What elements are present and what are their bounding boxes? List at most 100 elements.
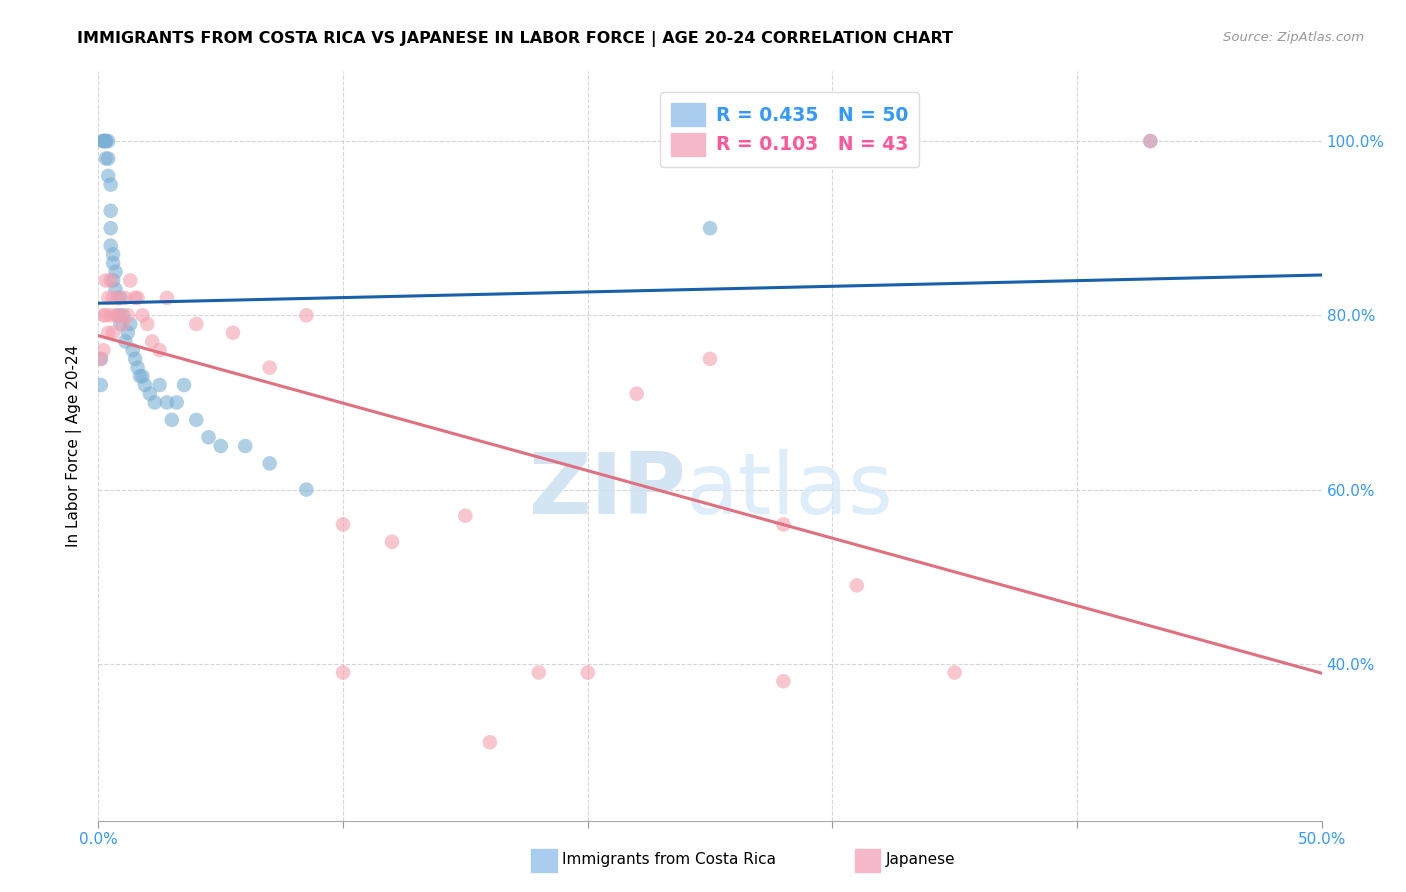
Point [186, 317, 208, 331]
Point [259, 360, 281, 375]
Point [90, 378, 112, 392]
Legend: R = 0.435   N = 50, R = 0.103   N = 43: R = 0.435 N = 50, R = 0.103 N = 43 [659, 92, 920, 167]
Text: atlas: atlas [686, 450, 894, 533]
Point [100, 308, 122, 322]
Point [91, 134, 114, 148]
Point [478, 735, 501, 749]
Point [121, 343, 143, 358]
Point [97, 152, 120, 166]
Point [166, 395, 188, 409]
Point [143, 395, 166, 409]
Point [149, 378, 172, 392]
Point [454, 508, 477, 523]
Point [107, 308, 129, 322]
Point [156, 291, 179, 305]
Point [101, 256, 124, 270]
Point [91, 134, 114, 148]
Point [139, 386, 162, 401]
Point [136, 317, 159, 331]
Point [101, 273, 124, 287]
Point [91, 308, 114, 322]
Point [101, 247, 124, 261]
Point [94, 308, 117, 322]
Point [772, 674, 794, 689]
Point [124, 351, 146, 366]
Point [120, 317, 142, 331]
Point [943, 665, 966, 680]
Point [173, 378, 195, 392]
Point [94, 134, 117, 148]
Point [699, 221, 721, 235]
Point [576, 665, 599, 680]
Point [197, 430, 219, 444]
Point [91, 343, 114, 358]
Point [699, 351, 721, 366]
Point [1139, 134, 1161, 148]
Point [110, 291, 132, 305]
Point [845, 578, 868, 592]
Point [97, 326, 120, 340]
Point [91, 134, 114, 148]
Point [295, 308, 318, 322]
Point [131, 369, 153, 384]
Point [120, 273, 142, 287]
Point [209, 439, 232, 453]
Point [100, 221, 122, 235]
Point [97, 169, 120, 183]
Point [117, 326, 139, 340]
Point [97, 291, 120, 305]
Point [111, 308, 134, 322]
Point [117, 308, 139, 322]
Point [124, 291, 146, 305]
Point [100, 203, 122, 218]
Text: Japanese: Japanese [886, 852, 956, 867]
Point [131, 308, 153, 322]
Y-axis label: In Labor Force | Age 20-24: In Labor Force | Age 20-24 [66, 345, 83, 547]
Point [94, 134, 117, 148]
Point [772, 517, 794, 532]
Text: Immigrants from Costa Rica: Immigrants from Costa Rica [562, 852, 776, 867]
Point [332, 665, 354, 680]
Point [295, 483, 318, 497]
Point [134, 378, 156, 392]
Point [104, 265, 127, 279]
Point [149, 343, 172, 358]
Point [94, 152, 117, 166]
Text: ZIP: ZIP [527, 450, 686, 533]
Point [90, 351, 112, 366]
Point [101, 291, 124, 305]
Point [160, 413, 183, 427]
Point [101, 326, 124, 340]
Point [129, 369, 152, 384]
Point [90, 351, 112, 366]
Point [100, 273, 122, 287]
Point [104, 308, 127, 322]
Text: Source: ZipAtlas.com: Source: ZipAtlas.com [1223, 31, 1364, 45]
Point [114, 334, 136, 349]
Point [626, 386, 648, 401]
Point [332, 517, 354, 532]
Point [111, 317, 134, 331]
Point [186, 413, 208, 427]
Point [100, 178, 122, 192]
Point [104, 282, 127, 296]
Point [110, 308, 132, 322]
Point [107, 291, 129, 305]
Point [259, 457, 281, 471]
Point [1139, 134, 1161, 148]
Point [114, 291, 136, 305]
Point [222, 326, 245, 340]
Point [94, 273, 117, 287]
Point [110, 317, 132, 331]
Point [127, 291, 149, 305]
Point [527, 665, 550, 680]
Point [94, 134, 117, 148]
Point [127, 360, 149, 375]
Point [381, 534, 404, 549]
Point [97, 134, 120, 148]
Text: IMMIGRANTS FROM COSTA RICA VS JAPANESE IN LABOR FORCE | AGE 20-24 CORRELATION CH: IMMIGRANTS FROM COSTA RICA VS JAPANESE I… [77, 31, 953, 47]
Point [141, 334, 163, 349]
Point [156, 395, 179, 409]
Point [107, 291, 129, 305]
Point [233, 439, 256, 453]
